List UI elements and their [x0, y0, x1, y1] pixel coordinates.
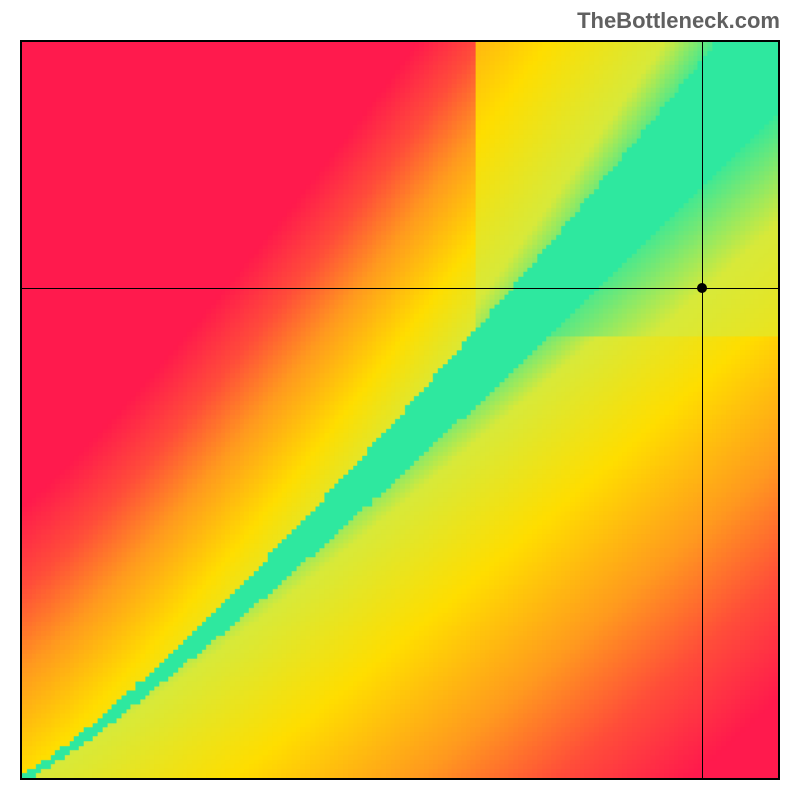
crosshair-marker [697, 283, 707, 293]
watermark-text: TheBottleneck.com [577, 8, 780, 34]
bottleneck-heatmap [20, 40, 780, 780]
crosshair-horizontal [22, 288, 778, 289]
crosshair-vertical [702, 42, 703, 778]
heatmap-canvas [22, 42, 778, 778]
